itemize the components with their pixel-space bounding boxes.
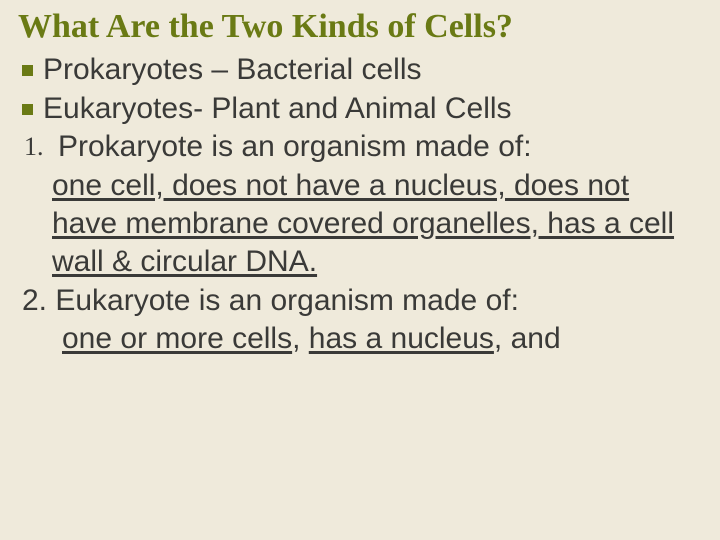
bullet-text: Prokaryotes – Bacterial cells bbox=[43, 51, 422, 89]
separator: , bbox=[292, 322, 309, 355]
item-number-and-lead: 2. Eukaryote is an organism made of: bbox=[22, 284, 519, 317]
slide: What Are the Two Kinds of Cells? Prokary… bbox=[0, 0, 720, 540]
item-answer: one cell, does not have a nucleus, does … bbox=[22, 167, 702, 282]
square-bullet-icon bbox=[22, 65, 33, 76]
item-number: 1. bbox=[22, 128, 58, 166]
tail-text: , and bbox=[494, 322, 561, 355]
numbered-item: 1. Prokaryote is an organism made of: bbox=[22, 128, 702, 166]
item-lead: Prokaryote is an organism made of: bbox=[58, 128, 702, 166]
underlined-text: one cell, does not have a nucleus, does … bbox=[52, 169, 674, 279]
slide-body: Prokaryotes – Bacterial cells Eukaryotes… bbox=[18, 51, 702, 358]
bullet-item: Eukaryotes- Plant and Animal Cells bbox=[22, 90, 702, 128]
bullet-item: Prokaryotes – Bacterial cells bbox=[22, 51, 702, 89]
slide-title: What Are the Two Kinds of Cells? bbox=[18, 8, 702, 45]
bullet-text: Eukaryotes- Plant and Animal Cells bbox=[43, 90, 512, 128]
underlined-text: one or more cells bbox=[62, 322, 292, 355]
square-bullet-icon bbox=[22, 104, 33, 115]
underlined-text: has a nucleus bbox=[309, 322, 494, 355]
item-answer: one or more cells, has a nucleus, and bbox=[22, 320, 702, 358]
numbered-item: 2. Eukaryote is an organism made of: bbox=[22, 282, 702, 320]
